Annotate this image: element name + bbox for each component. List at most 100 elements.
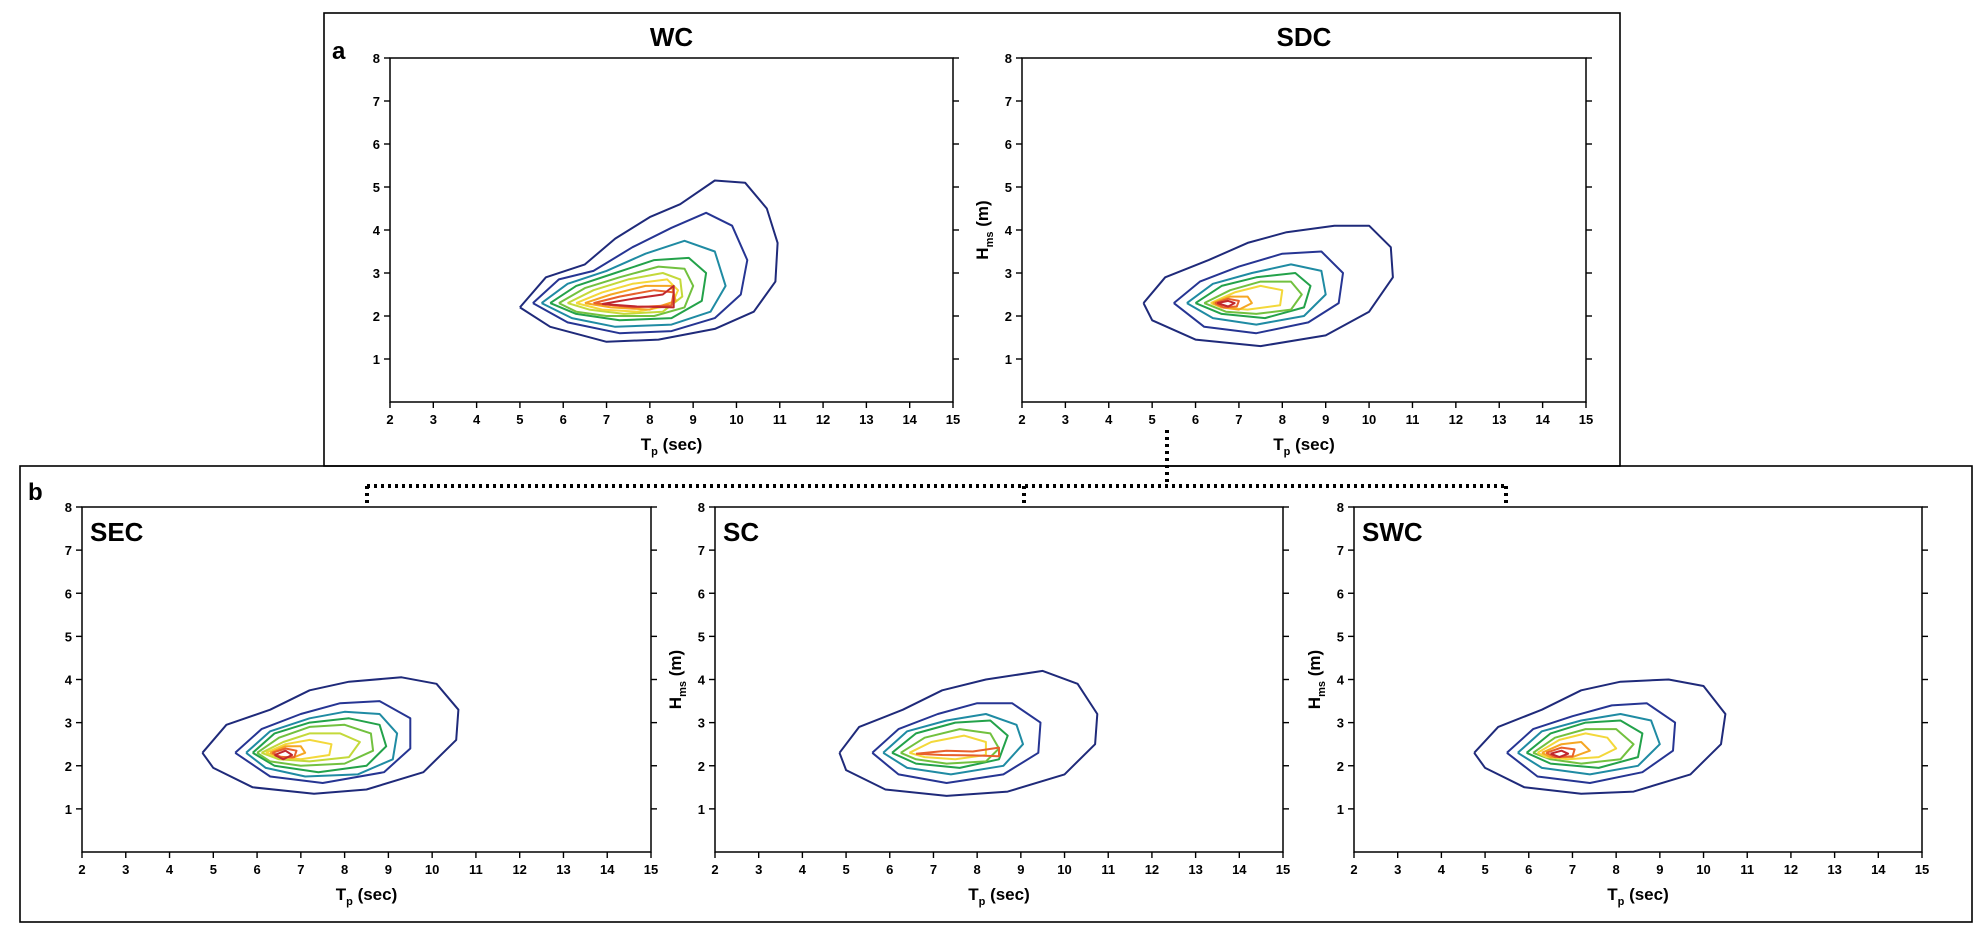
chart-title: WC [650,22,694,52]
x-tick-label: 15 [1276,862,1290,877]
x-tick-label: 8 [974,862,981,877]
x-tick-label: 2 [386,412,393,427]
x-tick-label: 2 [1018,412,1025,427]
x-axis-label: Tp (sec) [1273,435,1335,458]
contour-level-5 [558,265,695,317]
x-tick-label: 9 [385,862,392,877]
x-axis-label-unit: (sec) [1290,435,1334,454]
y-tick-label: 8 [373,51,380,66]
x-tick-label: 13 [1827,862,1841,877]
x-tick-label: 5 [210,862,217,877]
plot-area [1353,506,1923,853]
y-tick-label: 3 [1337,716,1344,731]
x-tick-label: 14 [1535,412,1550,427]
x-tick-label: 13 [1492,412,1506,427]
x-tick-label: 3 [755,862,762,877]
x-axis-label-sub: p [979,896,986,908]
x-tick-label: 8 [1613,862,1620,877]
y-tick-label: 1 [1005,352,1012,367]
y-axis-label: Hms (m) [666,650,689,709]
y-axis-label: Hms (m) [973,200,996,259]
x-axis-label-sub: p [1618,896,1625,908]
contour-level-1 [838,669,1099,797]
contour-level-2 [1173,250,1344,335]
y-tick-label: 2 [373,309,380,324]
contour-level-4 [549,256,708,322]
contour-level-1 [201,676,460,795]
y-axis-label-sub: ms [1316,681,1328,697]
contour-level-2 [234,700,412,784]
x-tick-label: 9 [1656,862,1663,877]
x-tick-label: 4 [1105,412,1113,427]
x-axis-label: Tp (sec) [641,435,703,458]
y-tick-label: 5 [1005,180,1012,195]
x-tick-label: 9 [1322,412,1329,427]
x-tick-label: 2 [711,862,718,877]
x-tick-label: 4 [1438,862,1446,877]
x-tick-label: 11 [469,862,483,877]
y-axis-label-main: H [1305,697,1324,709]
x-tick-label: 7 [603,412,610,427]
x-tick-label: 6 [1525,862,1532,877]
x-tick-label: 3 [1394,862,1401,877]
y-tick-label: 7 [65,543,72,558]
y-tick-label: 6 [1337,586,1344,601]
y-tick-label: 5 [1337,629,1344,644]
x-tick-label: 10 [1696,862,1710,877]
x-axis-label-unit: (sec) [658,435,702,454]
x-tick-label: 12 [1145,862,1159,877]
x-tick-label: 5 [842,862,849,877]
x-tick-label: 8 [1279,412,1286,427]
y-axis-label-main: H [973,247,992,259]
x-tick-label: 4 [473,412,481,427]
x-tick-label: 9 [1017,862,1024,877]
contour-level-6 [567,272,684,315]
y-axis-label: Hms (m) [1305,650,1328,709]
contour-level-2 [871,702,1042,784]
x-tick-label: 13 [859,412,873,427]
x-axis-label-unit: (sec) [1624,885,1668,904]
x-tick-label: 15 [1915,862,1929,877]
x-tick-label: 10 [1057,862,1071,877]
x-tick-label: 11 [1406,412,1420,427]
contour-level-3 [245,710,399,778]
y-tick-label: 5 [373,180,380,195]
contour-level-10 [274,749,294,761]
x-tick-label: 10 [1362,412,1376,427]
y-tick-label: 4 [1337,673,1345,688]
x-axis-label: Tp (sec) [336,885,398,908]
x-axis-label-main: T [1273,435,1284,454]
panel-b-frame [19,465,1973,923]
x-tick-label: 2 [1350,862,1357,877]
contour-level-4 [1525,719,1644,769]
y-tick-label: 7 [698,543,705,558]
y-tick-label: 5 [65,629,72,644]
y-tick-label: 8 [65,500,72,515]
x-axis-label-sub: p [346,896,353,908]
y-tick-label: 3 [65,716,72,731]
chart-title: SEC [90,517,144,547]
connector-tree [365,430,1508,506]
x-tick-label: 14 [1871,862,1886,877]
y-tick-label: 8 [1005,51,1012,66]
contour-level-5 [256,723,375,767]
x-tick-label: 12 [816,412,830,427]
plot-area [714,506,1284,853]
contour-level-3 [882,713,1024,776]
x-tick-label: 6 [886,862,893,877]
y-tick-label: 2 [1337,759,1344,774]
contour-level-1 [1142,224,1394,348]
y-tick-label: 4 [373,223,381,238]
y-tick-label: 8 [698,500,705,515]
x-tick-label: 12 [1784,862,1798,877]
contour-level-1 [1473,678,1727,795]
y-tick-label: 1 [65,802,72,817]
contour-level-6 [261,732,361,763]
y-tick-label: 8 [1337,500,1344,515]
y-tick-label: 2 [1005,309,1012,324]
x-tick-label: 9 [690,412,697,427]
